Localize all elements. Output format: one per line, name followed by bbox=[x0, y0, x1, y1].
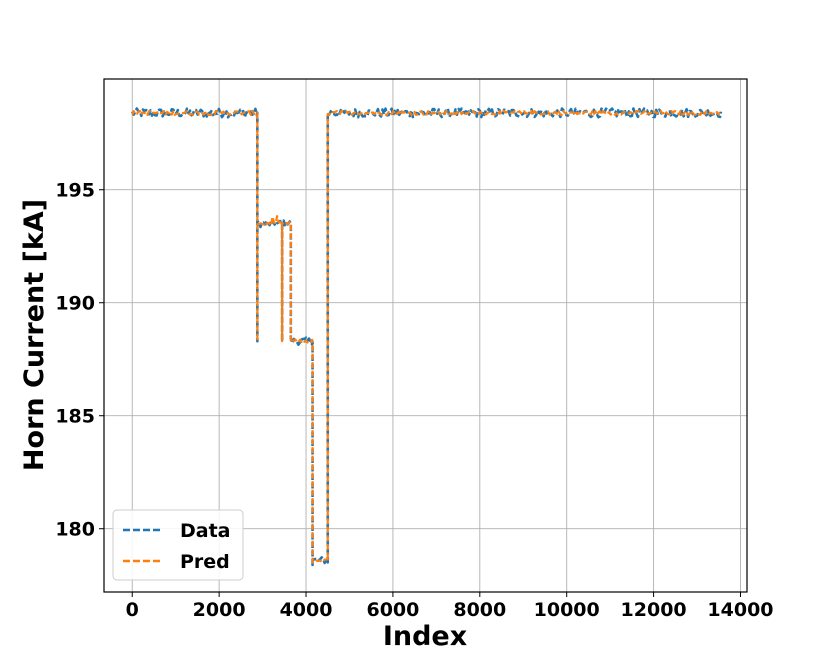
plot-background bbox=[104, 79, 747, 592]
x-tick-label: 6000 bbox=[366, 599, 419, 621]
series-line-data bbox=[131, 107, 723, 567]
legend-label-data: Data bbox=[180, 520, 231, 542]
x-tick-label: 8000 bbox=[453, 599, 506, 621]
plot-frame bbox=[103, 78, 748, 593]
x-tick-label: 0 bbox=[126, 599, 139, 621]
x-tick-label: 12000 bbox=[621, 599, 687, 621]
legend: Data Pred bbox=[112, 509, 244, 581]
x-tick-label: 4000 bbox=[280, 599, 333, 621]
series-line-pred bbox=[131, 109, 722, 566]
y-tick-label: 190 bbox=[55, 293, 95, 315]
y-tick-label: 185 bbox=[55, 406, 95, 428]
legend-label-pred: Pred bbox=[180, 551, 230, 573]
x-axis-title: Index bbox=[383, 621, 467, 652]
y-tick-label: 195 bbox=[55, 180, 95, 202]
x-tick-label: 14000 bbox=[707, 599, 773, 621]
tick-layer: 0 2000 4000 6000 8000 10000 12000 14000 180 185 19… bbox=[55, 180, 773, 621]
y-axis-title: Horn Current [kA] bbox=[19, 199, 50, 471]
x-tick-label: 10000 bbox=[534, 599, 600, 621]
y-tick-label: 180 bbox=[55, 519, 95, 541]
x-tick-label: 2000 bbox=[193, 599, 246, 621]
legend-box bbox=[112, 509, 244, 581]
series-layer bbox=[131, 107, 723, 567]
